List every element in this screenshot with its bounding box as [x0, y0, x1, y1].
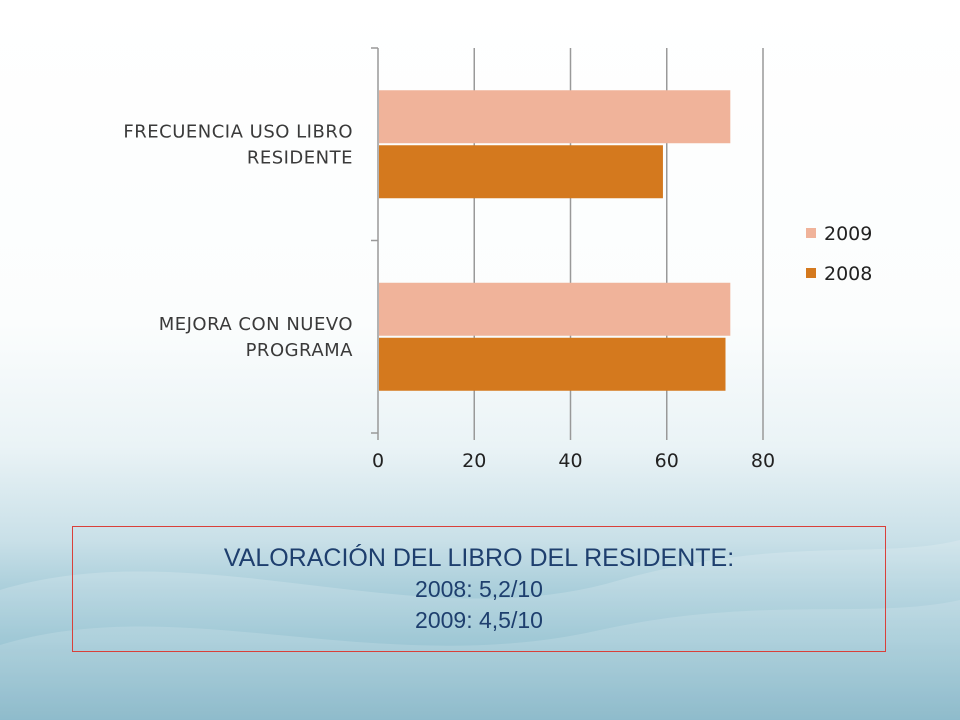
bar-2009 — [379, 90, 731, 144]
x-tick-label: 20 — [462, 450, 486, 472]
axes — [371, 47, 764, 440]
legend-swatch-2009 — [806, 228, 816, 238]
category-label: RESIDENTE — [247, 147, 353, 168]
category-labels: FRECUENCIA USO LIBRO RESIDENTE MEJORA CON … — [123, 121, 354, 361]
rating-title: VALORACIÓN DEL LIBRO DEL RESIDENTE: — [223, 544, 735, 572]
legend-label-2008: 2008 — [824, 263, 872, 285]
category-label: MEJORA CON NUEVO — [159, 314, 353, 335]
category-label: FRECUENCIA USO LIBRO — [123, 121, 353, 142]
rating-2009: 2009: 4,5/10 — [415, 607, 543, 633]
bar-2008 — [379, 145, 663, 199]
rating-2008: 2008: 5,2/10 — [415, 576, 543, 602]
bars — [379, 90, 731, 391]
bar-chart: FRECUENCIA USO LIBRO RESIDENTE MEJORA CON … — [123, 47, 872, 472]
x-tick-label: 0 — [372, 450, 384, 472]
category-label: PROGRAMA — [246, 340, 354, 361]
x-tick-label: 40 — [558, 450, 582, 472]
x-tick-label: 60 — [655, 450, 679, 472]
tick-labels: 0 20 40 60 80 — [372, 450, 775, 472]
rating-box: VALORACIÓN DEL LIBRO DEL RESIDENTE: 2008… — [72, 526, 886, 652]
bar-2008 — [379, 337, 726, 391]
legend: 2009 2008 — [806, 223, 872, 285]
legend-label-2009: 2009 — [824, 223, 872, 245]
bar-2009 — [379, 282, 731, 336]
legend-swatch-2008 — [806, 268, 816, 278]
x-tick-label: 80 — [751, 450, 775, 472]
